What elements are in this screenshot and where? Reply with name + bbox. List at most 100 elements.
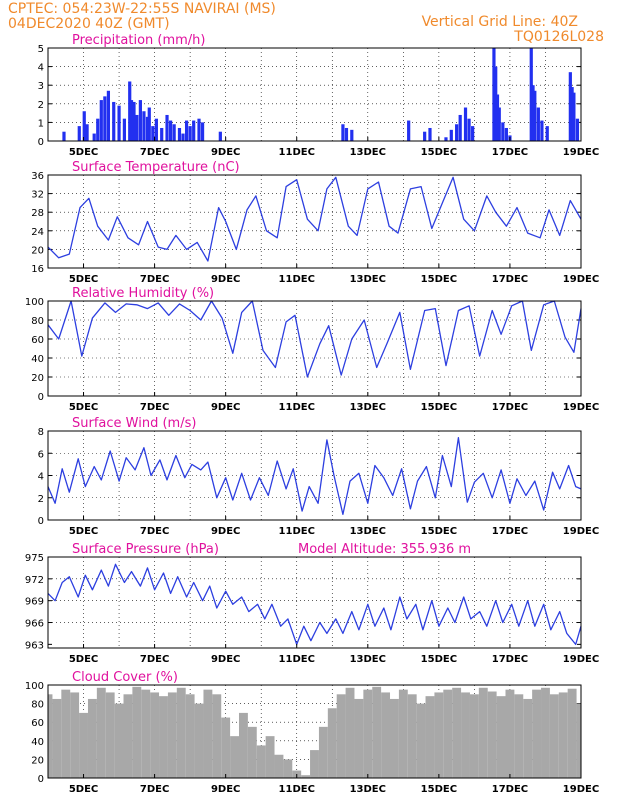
cloud-frame (47, 684, 582, 779)
cloud-bar (230, 736, 239, 778)
precip-bar (504, 127, 508, 141)
precip-bar (82, 111, 86, 141)
precip-bar (568, 72, 572, 141)
pressure-xtick-label: 9DEC (211, 654, 240, 665)
wind-ytick-label: 8 (38, 427, 44, 438)
pressure-series-line (47, 563, 582, 646)
precip-bar (181, 133, 185, 141)
temperature-ytick-label: 28 (31, 208, 44, 219)
cloud-bar (407, 694, 417, 778)
cloud-bar (52, 698, 62, 778)
pressure-frame (47, 556, 582, 649)
precipitation-frame (47, 47, 582, 142)
precip-bar (117, 105, 121, 141)
precip-bar (471, 126, 475, 141)
precip-bar (85, 124, 89, 141)
precip-bar (494, 66, 498, 141)
humidity-xtick-label: 5DEC (69, 402, 98, 413)
wind-ytick-label: 6 (38, 449, 44, 460)
temperature-ytick-label: 16 (31, 264, 44, 275)
humidity-title: Relative Humidity (%) (72, 286, 214, 301)
temperature-ytick-label: 20 (31, 245, 44, 256)
cloud-bar (310, 750, 319, 778)
precip-bar (129, 100, 134, 141)
precip-bar (138, 100, 142, 141)
header-run-time: 04DEC2020 40Z (GMT) (8, 16, 170, 32)
cloud-bar (345, 687, 355, 778)
panel-precipitation: Precipitation (mm/h) 0 1 2 3 4 5 5DEC 7DEC 9DEC 11… (38, 33, 600, 158)
wind-xtick-label: 5DEC (69, 526, 98, 537)
cloud-ytick-label: 60 (31, 718, 44, 729)
precipitation-xtick-label: 11DEC (279, 147, 315, 158)
precip-bar (165, 114, 169, 141)
cloud-bar (194, 703, 204, 778)
cloud-bar (487, 691, 497, 778)
precipitation-ytick-label: 4 (38, 63, 44, 74)
humidity-xtick-label: 13DEC (350, 402, 386, 413)
precip-bar (444, 137, 448, 141)
pressure-title: Surface Pressure (hPa) (72, 542, 219, 557)
header-grid-note: Vertical Grid Line: 40Z (422, 14, 578, 30)
precip-bar (122, 118, 126, 141)
precip-bar (540, 120, 544, 141)
precip-bar (463, 107, 468, 141)
pressure-annotation: Model Altitude: 355.936 m (298, 542, 471, 557)
cloud-bar (114, 703, 124, 778)
precip-bar (529, 48, 533, 141)
temperature-xtick-label: 9DEC (211, 274, 240, 285)
cloud-xtick-label: 15DEC (421, 784, 457, 795)
precip-bar (218, 131, 222, 141)
temperature-xtick-label: 5DEC (69, 274, 98, 285)
pressure-ytick-label: 975 (25, 553, 44, 564)
precipitation-xtick-label: 13DEC (350, 147, 386, 158)
pressure-xtick-label: 5DEC (69, 654, 98, 665)
precip-bar (184, 120, 189, 141)
cloud-bar (238, 712, 248, 778)
precipitation-ytick-label: 2 (38, 100, 44, 111)
cloud-bar (203, 689, 213, 778)
precip-bar (99, 100, 103, 141)
cloud-bar (132, 686, 142, 778)
humidity-xtick-label: 17DEC (492, 402, 528, 413)
precip-bar (96, 118, 100, 141)
temperature-ytick-label: 24 (31, 227, 44, 238)
wind-xtick-label: 11DEC (279, 526, 315, 537)
wind-xtick-label: 13DEC (350, 526, 386, 537)
precip-bar (112, 101, 116, 141)
precip-bar (151, 126, 155, 141)
precip-bar (154, 118, 158, 141)
precip-bar (341, 124, 345, 141)
precipitation-ytick-label: 0 (38, 137, 44, 148)
precip-bar (407, 120, 411, 141)
cloud-bar (398, 689, 408, 778)
cloud-bar (96, 687, 106, 778)
pressure-xtick-label: 15DEC (421, 654, 457, 665)
precipitation-title: Precipitation (mm/h) (72, 33, 205, 48)
wind-ytick-label: 4 (38, 472, 44, 483)
precipitation-xtick-label: 9DEC (211, 147, 240, 158)
cloud-bar (381, 692, 391, 778)
cloud-bar (541, 687, 550, 778)
pressure-ytick-label: 963 (25, 640, 44, 651)
cloud-bar (558, 692, 568, 778)
precipitation-xtick-label: 19DEC (563, 147, 599, 158)
temperature-ytick-label: 32 (31, 190, 44, 201)
wind-series-line (47, 437, 582, 516)
cloud-bar (123, 694, 133, 778)
wind-ytick-label: 2 (38, 494, 44, 505)
precip-bar (449, 129, 453, 141)
pressure-xtick-label: 7DEC (140, 654, 169, 665)
humidity-ytick-label: 60 (31, 335, 44, 346)
precipitation-ytick-label: 3 (38, 81, 44, 92)
humidity-ytick-label: 40 (31, 354, 44, 365)
precipitation-xtick-label: 7DEC (140, 147, 169, 158)
cloud-ytick-label: 80 (31, 700, 44, 711)
cloud-bar (443, 689, 453, 778)
cloud-ytick-label: 40 (31, 737, 44, 748)
humidity-frame (47, 300, 582, 397)
precip-bar (350, 129, 354, 141)
humidity-series-line (47, 300, 582, 378)
cloud-bar (70, 692, 80, 778)
precip-bar (132, 101, 136, 141)
